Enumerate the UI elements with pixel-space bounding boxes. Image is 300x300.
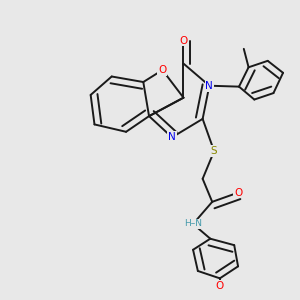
Text: O: O [158,65,166,75]
Text: O: O [216,281,224,291]
Text: O: O [179,36,188,46]
Text: H–N: H–N [184,220,202,229]
Text: O: O [234,188,242,198]
Text: N: N [168,132,176,142]
Text: N: N [206,81,213,91]
Text: S: S [211,146,217,156]
